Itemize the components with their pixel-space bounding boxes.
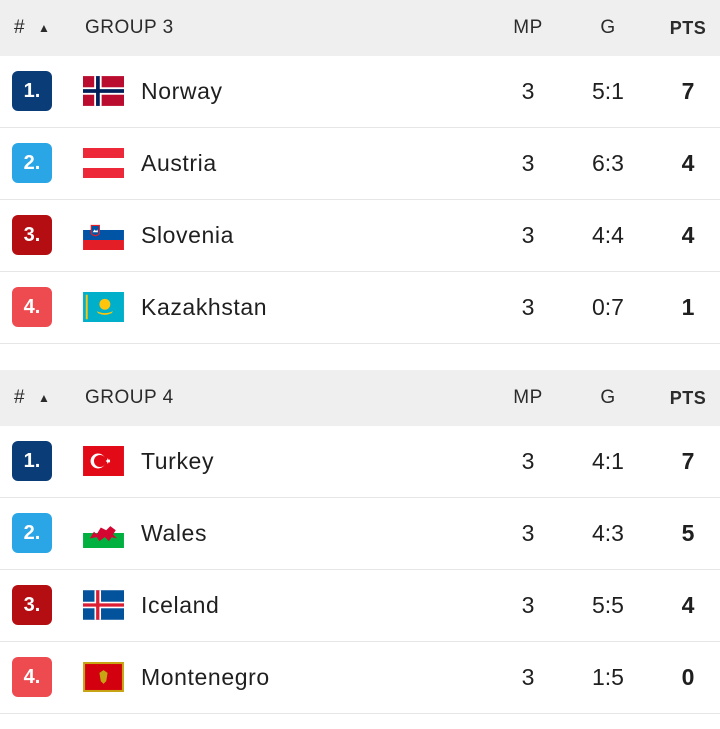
points: 4 [681,150,695,176]
standings-group-4: # ▲ GROUP 4 MP G PTS 1. Turkey 3 4:1 7 2… [0,370,720,714]
table-row[interactable]: 4. Montenegro 3 1:5 0 [0,642,720,714]
points: 4 [681,592,695,618]
table-row[interactable]: 2. Wales 3 4:3 5 [0,498,720,570]
rank-badge: 3. [12,215,52,255]
pts-column-header[interactable]: PTS [669,18,707,38]
points: 5 [681,520,695,546]
team-name[interactable]: Norway [141,78,223,104]
table-row[interactable]: 1. Norway 3 5:1 7 [0,56,720,128]
points: 4 [681,222,695,248]
team-name[interactable]: Austria [141,150,217,176]
goals: 4:1 [592,448,624,474]
table-row[interactable]: 2. Austria 3 6:3 4 [0,128,720,200]
team-name[interactable]: Slovenia [141,222,235,248]
rank-badge: 2. [12,143,52,183]
table-header: # ▲ GROUP 4 MP G PTS [0,370,720,426]
group-title: GROUP 4 [85,387,174,408]
points: 7 [681,448,695,474]
turkey-flag-icon [83,446,124,476]
points: 7 [681,78,695,104]
group-title: GROUP 3 [85,17,174,38]
mp-column-header[interactable]: MP [513,17,543,38]
sort-up-icon[interactable]: ▲ [38,21,51,35]
goals: 0:7 [592,294,624,320]
goals: 5:5 [592,592,624,618]
matches-played: 3 [521,78,535,104]
team-name[interactable]: Iceland [141,592,220,618]
montenegro-flag-icon [83,662,124,692]
matches-played: 3 [521,150,535,176]
matches-played: 3 [521,592,535,618]
goals-column-header[interactable]: G [600,17,616,38]
goals: 4:3 [592,520,624,546]
iceland-flag-icon [83,590,124,620]
rank-badge: 1. [12,71,52,111]
team-name[interactable]: Kazakhstan [141,294,268,320]
rank-badge: 1. [12,441,52,481]
austria-flag-icon [83,148,124,178]
mp-column-header[interactable]: MP [513,387,543,408]
team-name[interactable]: Turkey [141,448,215,474]
rank-badge: 3. [12,585,52,625]
table-row[interactable]: 1. Turkey 3 4:1 7 [0,426,720,498]
slovenia-flag-icon [83,220,124,250]
kazakhstan-flag-icon [83,292,124,322]
table-row[interactable]: 3. Slovenia 3 4:4 4 [0,200,720,272]
pts-column-header[interactable]: PTS [669,388,707,408]
wales-flag-icon [83,518,124,548]
matches-played: 3 [521,664,535,690]
rank-badge: 4. [12,287,52,327]
goals: 6:3 [592,150,624,176]
matches-played: 3 [521,294,535,320]
norway-flag-icon [83,76,124,106]
table-row[interactable]: 3. Iceland 3 5:5 4 [0,570,720,642]
rank-badge: 2. [12,513,52,553]
rank-column-header[interactable]: # [14,387,26,408]
table-header: # ▲ GROUP 3 MP G PTS [0,0,720,56]
table-row[interactable]: 4. Kazakhstan 3 0:7 1 [0,272,720,344]
points: 1 [681,294,695,320]
matches-played: 3 [521,520,535,546]
goals-column-header[interactable]: G [600,387,616,408]
sort-up-icon[interactable]: ▲ [38,391,51,405]
rank-badge: 4. [12,657,52,697]
team-name[interactable]: Wales [141,520,208,546]
group-separator [0,344,720,370]
rank-column-header[interactable]: # [14,17,26,38]
standings-group-3: # ▲ GROUP 3 MP G PTS 1. Norway 3 5:1 7 2… [0,0,720,344]
matches-played: 3 [521,222,535,248]
matches-played: 3 [521,448,535,474]
goals: 1:5 [592,664,624,690]
goals: 5:1 [592,78,624,104]
goals: 4:4 [592,222,624,248]
points: 0 [681,664,695,690]
team-name[interactable]: Montenegro [141,664,270,690]
